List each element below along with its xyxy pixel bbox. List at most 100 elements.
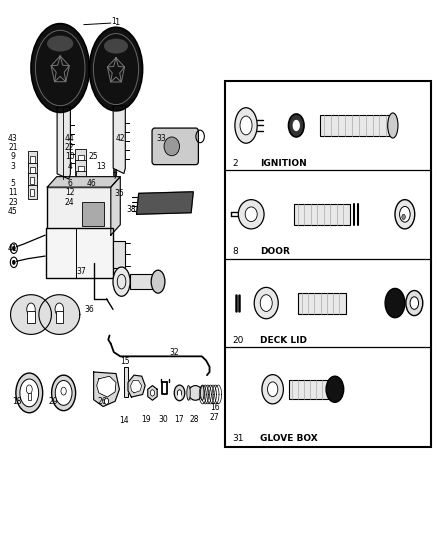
Text: DECK LID: DECK LID [260,336,307,345]
Polygon shape [11,295,51,334]
Ellipse shape [402,214,405,220]
Bar [78,166,84,174]
Ellipse shape [113,267,130,296]
Text: 31: 31 [232,434,244,443]
Ellipse shape [177,390,182,396]
Bar [47,187,111,235]
Text: 17: 17 [175,415,184,424]
Ellipse shape [238,200,264,229]
Text: 15: 15 [120,357,130,366]
Text: 24: 24 [65,198,74,207]
Text: 37: 37 [76,267,86,276]
Text: 10: 10 [65,152,74,161]
Text: 11: 11 [8,188,18,197]
Polygon shape [39,295,80,334]
Ellipse shape [260,295,272,311]
Bar [320,115,393,136]
Text: 3: 3 [11,161,15,171]
Ellipse shape [26,385,32,394]
Bar [78,176,83,184]
Text: 14: 14 [119,416,128,425]
Bar [30,167,35,174]
FancyBboxPatch shape [152,128,198,165]
Ellipse shape [395,200,415,229]
Bar [28,393,31,400]
Ellipse shape [55,303,64,316]
Text: 46: 46 [87,180,97,189]
Ellipse shape [16,373,42,413]
Text: 26: 26 [97,397,107,406]
Ellipse shape [31,23,89,112]
Bar [130,274,154,289]
Text: 44: 44 [65,134,74,143]
Bar [28,173,36,187]
Bar [28,151,37,167]
Ellipse shape [89,27,143,111]
Polygon shape [97,376,116,397]
Bar [178,394,181,399]
Text: 19: 19 [141,415,151,424]
Text: 18: 18 [13,397,22,406]
Text: 20: 20 [232,336,243,345]
Polygon shape [137,192,193,214]
Text: 23: 23 [8,198,18,207]
Bar [289,380,328,399]
Ellipse shape [399,206,410,222]
Text: 35: 35 [115,189,124,198]
Text: 25: 25 [89,152,99,161]
Ellipse shape [20,379,39,407]
Bar [78,155,84,163]
Bar [113,241,125,268]
Bar [30,156,35,163]
Text: 1: 1 [111,17,116,26]
Text: 4: 4 [67,161,72,171]
Ellipse shape [388,113,398,138]
Ellipse shape [187,385,190,400]
Bar [30,189,35,196]
Bar [75,160,86,179]
Ellipse shape [254,287,278,319]
Ellipse shape [268,382,278,397]
Text: 5: 5 [11,180,15,189]
Text: 30: 30 [158,415,168,424]
Ellipse shape [52,375,76,410]
Ellipse shape [201,385,204,400]
Text: 8: 8 [232,247,238,256]
Bar [30,177,35,184]
Text: 41: 41 [7,244,17,253]
Ellipse shape [289,114,304,137]
Bar [298,293,346,313]
Bar [46,228,113,278]
Bar [113,169,116,179]
Ellipse shape [326,376,344,402]
Text: 43: 43 [8,134,18,143]
Ellipse shape [150,390,155,396]
Ellipse shape [292,119,300,132]
Ellipse shape [47,36,73,52]
Text: 16: 16 [210,403,219,412]
Bar [28,185,36,199]
Bar [28,163,37,178]
Ellipse shape [12,260,15,264]
Ellipse shape [262,375,283,404]
Ellipse shape [164,137,180,156]
Ellipse shape [12,246,15,251]
Text: 22: 22 [65,143,74,152]
Bar [82,201,105,225]
Bar [76,183,86,200]
Bar [56,311,63,323]
Bar [28,311,35,323]
Text: 28: 28 [190,415,199,424]
Text: 9: 9 [11,152,15,161]
Ellipse shape [151,270,165,293]
Text: 38: 38 [126,205,136,214]
Polygon shape [148,385,157,400]
Bar [124,367,127,397]
Ellipse shape [104,398,109,405]
Text: GLOVE BOX: GLOVE BOX [260,434,318,443]
Polygon shape [131,381,142,393]
Polygon shape [47,176,120,187]
Text: 6: 6 [67,180,72,189]
Ellipse shape [174,385,185,401]
Ellipse shape [410,297,419,309]
